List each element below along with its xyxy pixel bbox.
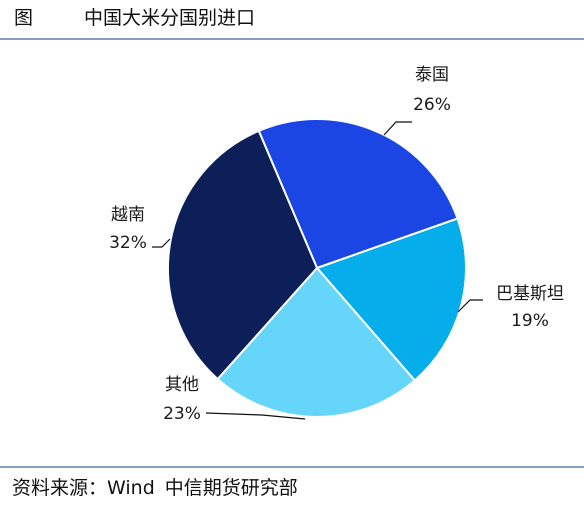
slice-percent-label-2: 19%: [511, 311, 549, 331]
pie-slice-2: [315, 217, 467, 382]
header-divider: [0, 38, 584, 40]
leader-line-3: [205, 412, 306, 420]
slice-name-label-3: 其他: [165, 375, 199, 395]
pie-chart: 泰国 26% 巴基斯坦 19% 其他 23% 越南 32%: [109, 65, 564, 424]
pie-slice-1: [257, 117, 459, 270]
source-label: 资料来源：: [12, 477, 108, 499]
pie-slice-4: [167, 129, 319, 381]
pie-slices: [167, 117, 467, 418]
slice-percent-label-1: 26%: [413, 95, 451, 115]
slice-name-label-4: 越南: [111, 205, 145, 225]
leader-line-2: [457, 299, 483, 313]
footer-divider: [0, 466, 584, 468]
slice-percent-label-4: 32%: [109, 233, 147, 253]
slice-percent-label-3: 23%: [163, 404, 201, 424]
leader-line-4: [152, 238, 171, 248]
pie-slice-3: [216, 266, 417, 418]
source-name: Wind: [107, 477, 155, 499]
slice-name-label-1: 泰国: [415, 65, 449, 85]
figure-header: 图 中国大米分国别进口: [0, 0, 584, 40]
figure-label: 图: [14, 7, 34, 29]
source-org: 中信期货研究部: [164, 477, 298, 499]
label-leader-lines: [152, 121, 483, 420]
leader-line-1: [383, 121, 412, 136]
slice-labels: 泰国 26% 巴基斯坦 19% 其他 23% 越南 32%: [109, 65, 564, 424]
source-footer: 资料来源：Wind 中信期货研究部: [12, 474, 298, 502]
slice-name-label-2: 巴基斯坦: [496, 284, 564, 304]
figure-title: 中国大米分国别进口: [84, 7, 256, 29]
